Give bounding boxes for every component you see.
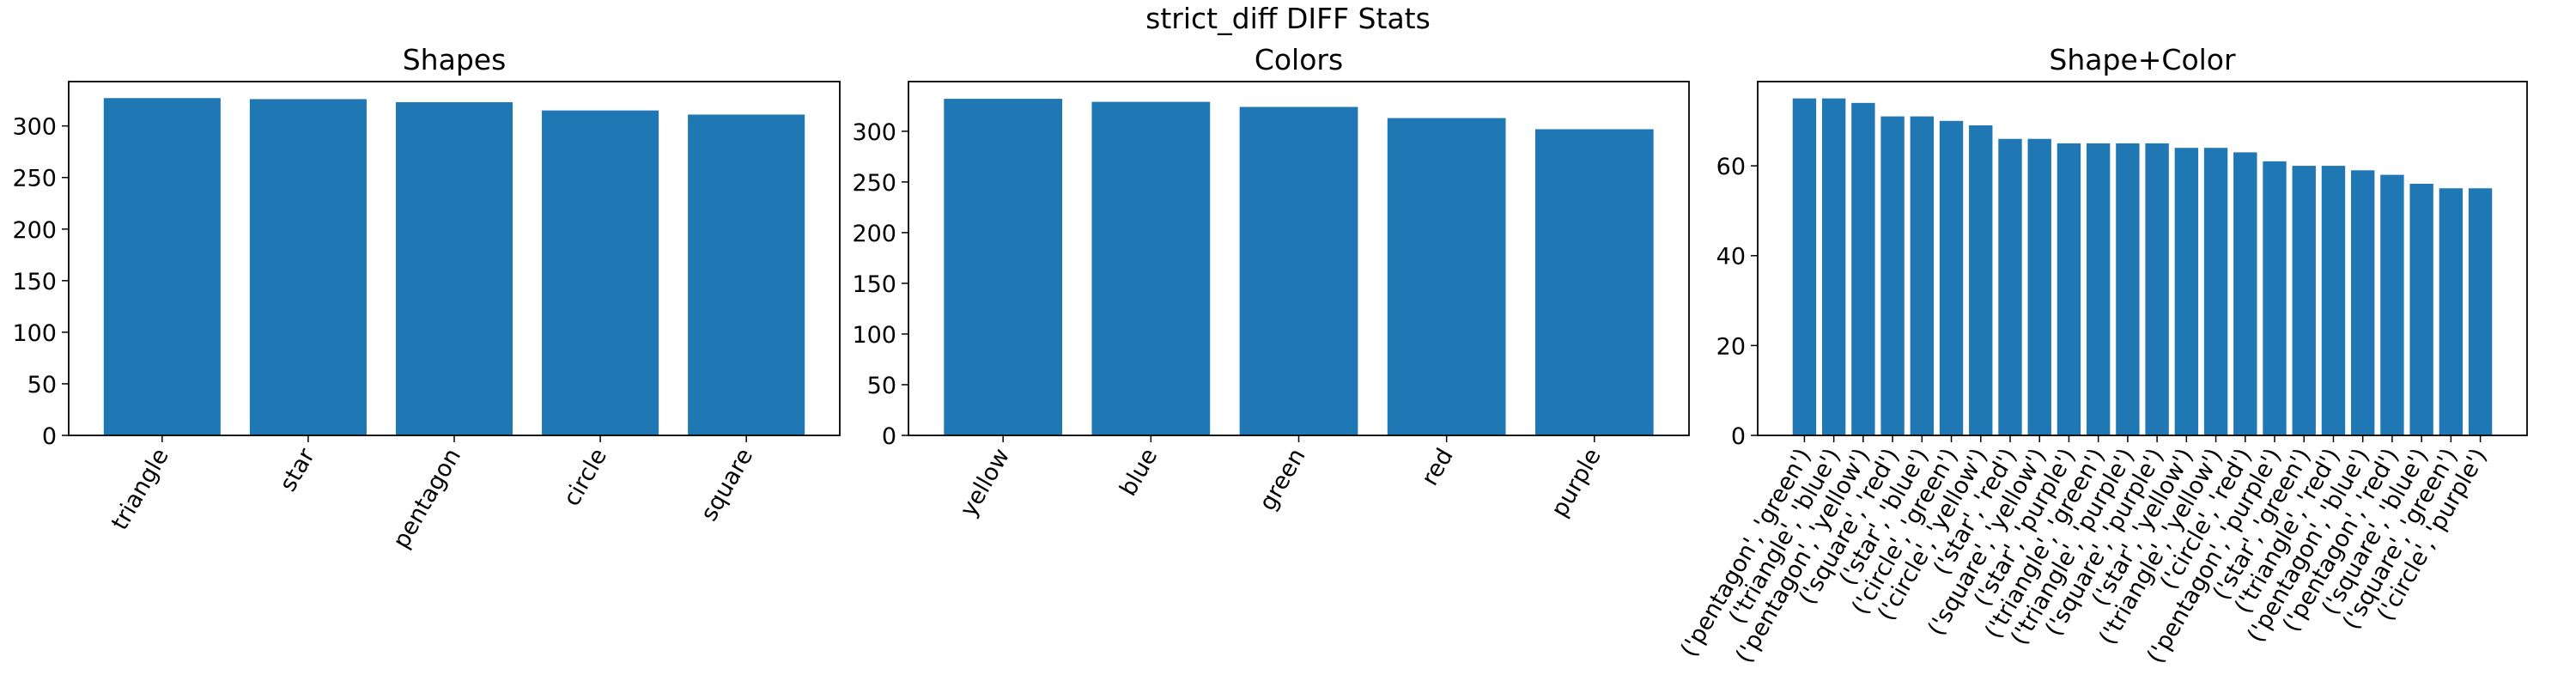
bar [2027, 138, 2051, 435]
y-tick-label: 200 [852, 221, 896, 247]
y-tick-label: 150 [852, 271, 896, 298]
bar [688, 114, 805, 435]
axes-frame [1757, 81, 2528, 436]
axes-frame [68, 81, 841, 436]
y-tick-label: 0 [42, 423, 57, 450]
y-tick-label: 100 [852, 322, 896, 349]
bar [2174, 148, 2199, 436]
bar [2321, 166, 2346, 435]
y-tick-label: 60 [1716, 154, 1746, 180]
bar [944, 99, 1063, 435]
y-tick-label: 20 [1716, 333, 1746, 360]
bar [1091, 101, 1211, 436]
bar [2116, 143, 2140, 435]
bar [1880, 116, 1905, 436]
bar [2409, 184, 2433, 435]
bar [2233, 152, 2257, 435]
bar [1534, 129, 1654, 436]
y-tick-label: 100 [12, 320, 57, 347]
bar [2057, 143, 2081, 435]
axes-frame [908, 81, 1690, 436]
bar [2263, 161, 2287, 436]
bar [1939, 120, 1964, 435]
subplot-title: Shape+Color [2049, 43, 2236, 76]
figure-suptitle: strict_diff DIFF Stats [1145, 2, 1431, 35]
y-tick-label: 50 [27, 372, 57, 398]
bar [1821, 98, 1846, 436]
subplot-title: Shapes [403, 43, 507, 76]
y-tick-label: 200 [12, 217, 57, 244]
y-tick-label: 40 [1716, 244, 1746, 271]
bar [2203, 148, 2228, 436]
y-tick-label: 250 [12, 166, 57, 192]
bar [1792, 98, 1817, 436]
bar [2086, 143, 2111, 435]
y-tick-label: 0 [882, 423, 896, 450]
bar [2350, 170, 2375, 435]
bar [1998, 138, 2022, 435]
y-tick-label: 250 [852, 170, 896, 197]
bar [1910, 116, 1935, 436]
y-tick-label: 300 [12, 114, 57, 141]
bar [1387, 118, 1506, 435]
bar [395, 102, 513, 436]
y-tick-label: 150 [12, 269, 57, 295]
bar [1239, 106, 1358, 435]
bar [542, 110, 659, 435]
bar [103, 98, 221, 435]
y-tick-label: 0 [1731, 423, 1746, 450]
bar [1851, 102, 1875, 435]
bar [249, 99, 367, 436]
bar [2468, 188, 2493, 435]
bar [1969, 125, 1993, 435]
y-tick-label: 300 [852, 119, 896, 146]
y-tick-label: 50 [867, 373, 896, 399]
bar [2380, 174, 2404, 435]
subplot-title: Colors [1255, 43, 1343, 76]
bar [2439, 188, 2464, 435]
bar [2145, 143, 2169, 435]
bar [2292, 166, 2316, 435]
